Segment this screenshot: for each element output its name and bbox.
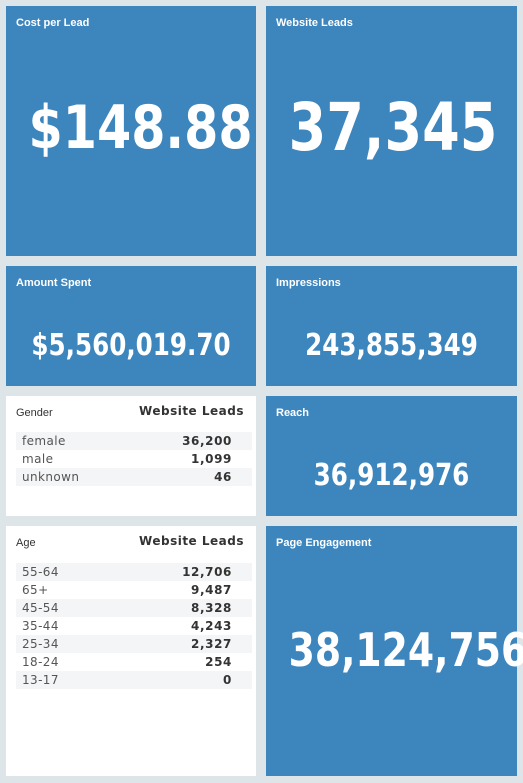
table-row: 65+ 9,487	[16, 581, 252, 599]
row-value: 254	[205, 655, 232, 669]
reach-tile: Reach 36,912,976	[266, 396, 517, 516]
row-value: 8,328	[191, 601, 232, 615]
cost-per-lead-tile: Cost per Lead $148.88	[6, 6, 256, 256]
row-label: 13-17	[22, 673, 59, 687]
website-leads-tile: Website Leads 37,345	[266, 6, 517, 256]
row-value: 46	[214, 470, 232, 484]
row-label: 18-24	[22, 655, 59, 669]
gender-table-tile: Gender Website Leads female 36,200 male …	[6, 396, 256, 516]
cost-per-lead-value: $148.88	[28, 93, 253, 163]
table-row: male 1,099	[16, 450, 252, 468]
row-label: male	[22, 452, 54, 466]
amount-spent-title: Amount Spent	[16, 277, 92, 289]
impressions-value: 243,855,349	[305, 328, 478, 363]
table-row: female 36,200	[16, 432, 252, 450]
row-value: 12,706	[182, 565, 232, 579]
table-row: 45-54 8,328	[16, 599, 252, 617]
website-leads-value: 37,345	[288, 89, 498, 166]
age-column-header: Age	[16, 537, 36, 549]
gender-column-header: Gender	[16, 407, 53, 419]
age-table-rows: 55-64 12,706 65+ 9,487 45-54 8,328 35-44…	[16, 563, 252, 689]
age-table-header: Age Website Leads	[16, 534, 244, 552]
cost-per-lead-title: Cost per Lead	[16, 17, 90, 29]
gender-table-header: Gender Website Leads	[16, 404, 244, 422]
row-label: 25-34	[22, 637, 59, 651]
row-label: 45-54	[22, 601, 59, 615]
age-website-leads-header: Website Leads	[139, 534, 244, 548]
impressions-title: Impressions	[276, 277, 341, 289]
amount-spent-tile: Amount Spent $5,560,019.70	[6, 266, 256, 386]
row-label: 55-64	[22, 565, 59, 579]
reach-title: Reach	[276, 407, 310, 419]
website-leads-title: Website Leads	[276, 17, 353, 29]
gender-table-rows: female 36,200 male 1,099 unknown 46	[16, 432, 252, 486]
reach-value: 36,912,976	[313, 458, 470, 493]
row-value: 36,200	[182, 434, 232, 448]
gender-website-leads-header: Website Leads	[139, 404, 244, 418]
row-label: 65+	[22, 583, 49, 597]
row-value: 9,487	[191, 583, 232, 597]
row-value: 4,243	[191, 619, 232, 633]
page-engagement-title: Page Engagement	[276, 537, 372, 549]
table-row: 25-34 2,327	[16, 635, 252, 653]
table-row: 13-17 0	[16, 671, 252, 689]
impressions-tile: Impressions 243,855,349	[266, 266, 517, 386]
table-row: 18-24 254	[16, 653, 252, 671]
page-engagement-tile: Page Engagement 38,124,756	[266, 526, 523, 776]
row-value: 1,099	[191, 452, 232, 466]
row-value: 2,327	[191, 637, 232, 651]
amount-spent-value: $5,560,019.70	[31, 328, 231, 363]
table-row: unknown 46	[16, 468, 252, 486]
page-engagement-value: 38,124,756	[288, 623, 523, 677]
row-label: unknown	[22, 470, 80, 484]
row-value: 0	[223, 673, 232, 687]
table-row: 55-64 12,706	[16, 563, 252, 581]
row-label: female	[22, 434, 66, 448]
age-table-tile: Age Website Leads 55-64 12,706 65+ 9,487…	[6, 526, 256, 776]
row-label: 35-44	[22, 619, 59, 633]
table-row: 35-44 4,243	[16, 617, 252, 635]
